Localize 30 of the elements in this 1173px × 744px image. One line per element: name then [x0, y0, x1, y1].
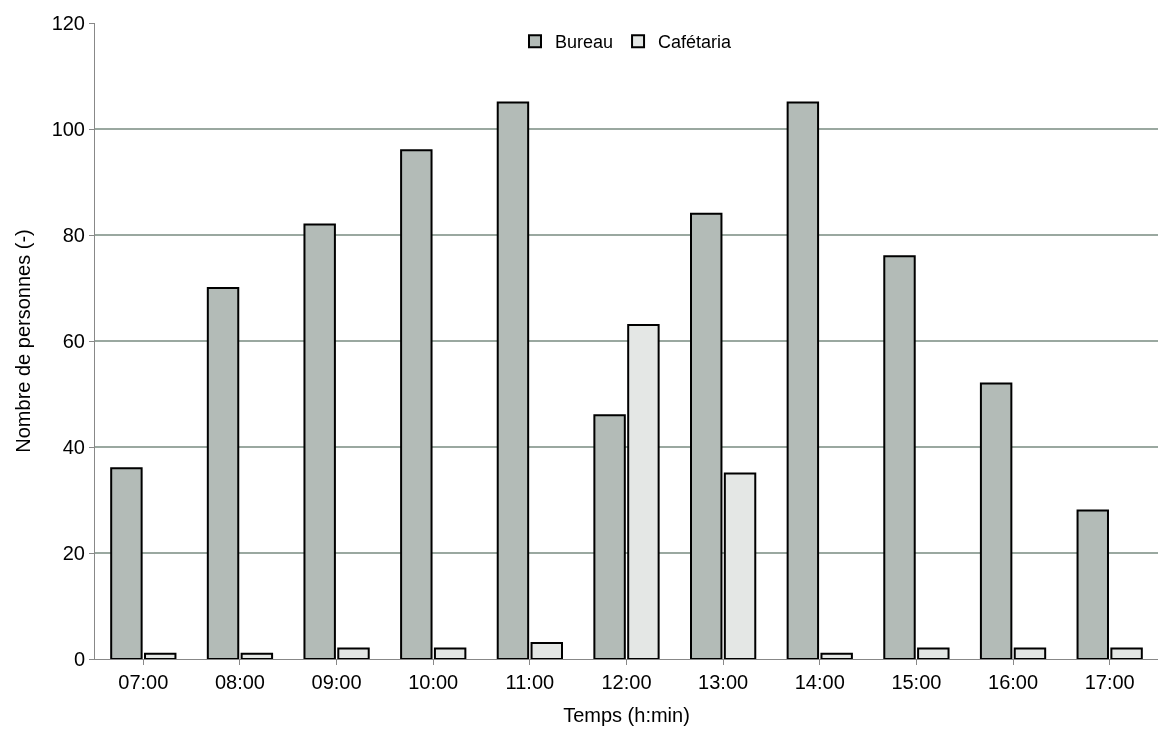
bar [1013, 647, 1047, 659]
y-tick-label: 100 [51, 118, 85, 140]
bar [496, 101, 530, 659]
bar [206, 287, 240, 659]
x-axis-title: Temps (h:min) [563, 703, 690, 726]
x-tick-label: 15:00 [891, 671, 942, 693]
x-tick-label: 13:00 [698, 671, 749, 693]
legend-label: Cafétaria [658, 32, 733, 53]
y-tick-label: 20 [62, 542, 85, 564]
y-tick-label: 80 [62, 224, 85, 246]
x-tick-label: 12:00 [601, 671, 652, 693]
bar [723, 472, 757, 659]
x-tick-label: 11:00 [505, 671, 555, 693]
y-tick-label: 40 [62, 436, 85, 458]
y-axis-title: Nombre de personnes (-) [12, 229, 35, 453]
x-tick-label: 10:00 [408, 671, 459, 693]
x-tick-label: 07:00 [118, 671, 169, 693]
y-tick-label: 60 [62, 330, 85, 352]
bar [530, 642, 563, 659]
bar [240, 652, 274, 659]
x-tick-label: 09:00 [311, 671, 362, 693]
bar [690, 212, 723, 659]
x-tick-label: 08:00 [214, 671, 265, 693]
y-tick-label: 0 [73, 648, 85, 670]
x-tick-label: 14:00 [794, 671, 845, 693]
x-tick-label: 17:00 [1084, 671, 1135, 693]
y-tick-label: 120 [51, 12, 85, 34]
legend-label: Bureau [555, 32, 614, 53]
x-tick-label: 16:00 [988, 671, 1039, 693]
bar [979, 382, 1013, 659]
